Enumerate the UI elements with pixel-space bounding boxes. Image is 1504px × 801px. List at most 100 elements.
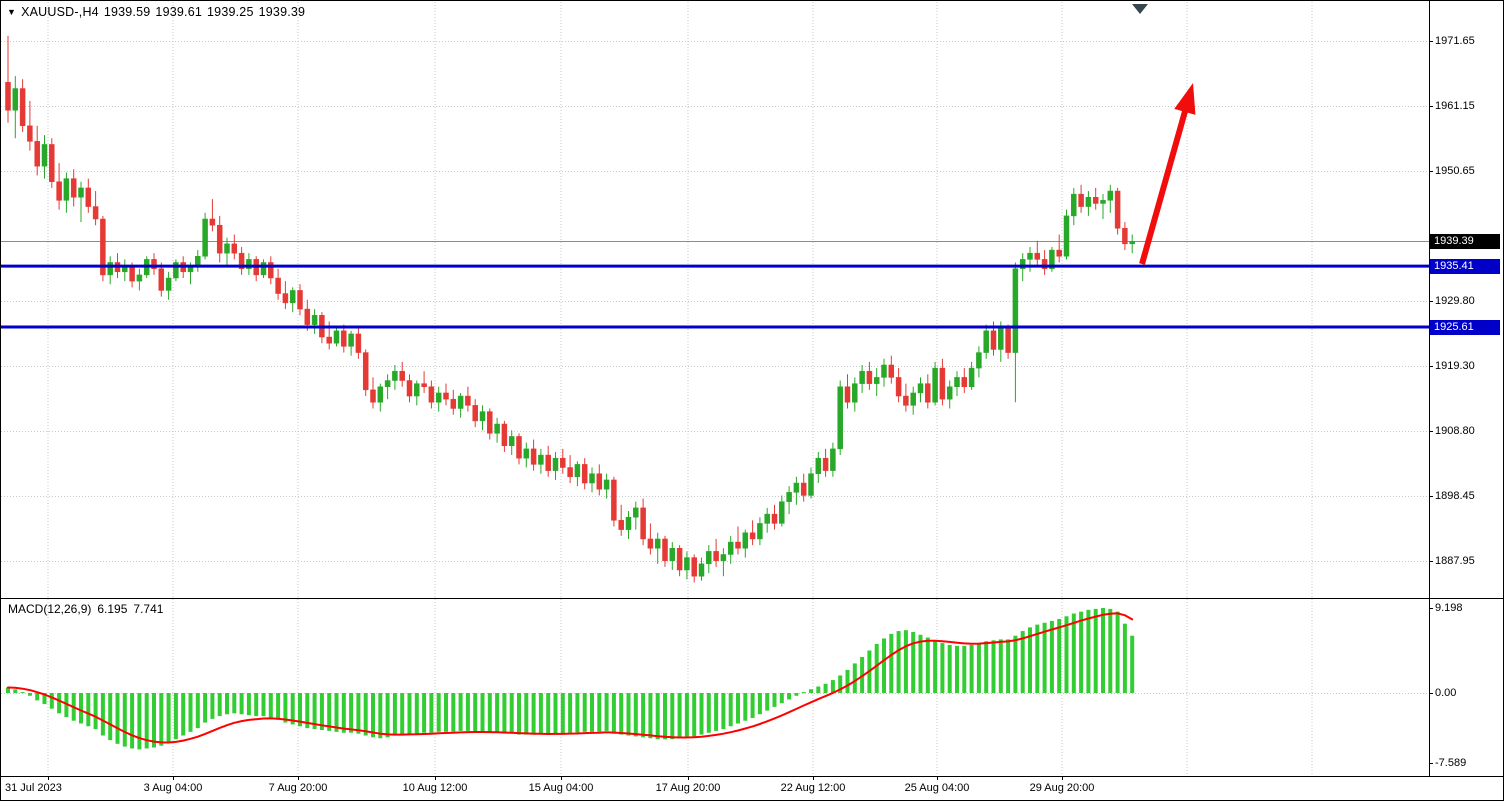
time-axis-label: 15 Aug 04:00 [528, 782, 594, 794]
candle-body [662, 538, 668, 561]
trend-arrow-head[interactable] [1174, 83, 1196, 115]
candle-body [1005, 327, 1011, 353]
macd-bar [444, 693, 448, 732]
candle-body [910, 392, 916, 406]
macd-bar [451, 693, 456, 732]
macd-bar [1013, 635, 1018, 693]
macd-bar [655, 693, 660, 740]
candle-body [545, 454, 551, 471]
macd-bar [1006, 639, 1011, 693]
candle-body [888, 364, 895, 378]
candle-body [895, 377, 902, 397]
macd-bar [181, 693, 186, 736]
macd-bar [276, 693, 281, 720]
candle-body [873, 377, 880, 384]
macd-bar [414, 693, 419, 734]
candle-body [297, 290, 303, 310]
candle-body [487, 411, 493, 434]
macd-bar [575, 693, 580, 733]
candle-body [421, 383, 427, 387]
macd-bar [830, 680, 835, 693]
candle-body [341, 330, 347, 347]
candle-body [34, 141, 40, 167]
candle-body [1085, 196, 1092, 207]
macd-bar [79, 693, 83, 724]
candle-body [793, 482, 800, 493]
macd-bar [925, 637, 930, 693]
candle-body [771, 513, 778, 524]
macd-bar [152, 693, 156, 748]
candle-body [224, 243, 230, 254]
price-axis-label: 1887.95 [1435, 555, 1475, 567]
macd-bar [560, 693, 565, 734]
macd-bar [918, 634, 923, 693]
macd-bar [772, 693, 777, 707]
candle-body [676, 548, 683, 571]
macd-bar [173, 693, 178, 740]
candle-body [1056, 249, 1062, 257]
ohlc-low: 1939.25 [207, 5, 254, 19]
macd-bar [684, 693, 689, 738]
time-axis-label: 7 Aug 20:00 [268, 782, 328, 794]
macd-bar [889, 633, 894, 693]
candle-body [618, 520, 624, 530]
macd-bar [422, 693, 427, 733]
candle-body [1122, 228, 1128, 245]
macd-bar [465, 693, 470, 731]
candle-body [720, 554, 727, 561]
macd-bar [962, 645, 967, 693]
ohlc-open: 1939.59 [103, 5, 151, 19]
trend-arrow-shaft[interactable] [1139, 105, 1190, 265]
macd-bar [604, 693, 609, 731]
macd-bar [225, 693, 229, 715]
macd-bar [611, 693, 616, 734]
candle-body [954, 377, 960, 387]
candle-body [523, 448, 530, 459]
bar-marker-triangle [1132, 4, 1148, 14]
price-axis-label: 1898.45 [1435, 489, 1475, 502]
macd-bar [546, 693, 551, 735]
candle-body [1078, 193, 1084, 207]
macd-axis-label: -7.589 [1435, 757, 1467, 770]
candle-body [1129, 241, 1135, 245]
macd-bar [86, 693, 91, 727]
trend-arrow[interactable] [1139, 83, 1196, 265]
candle-body [589, 473, 595, 484]
candle-body [129, 265, 135, 282]
macd-bar [838, 675, 843, 693]
macd-bar [896, 631, 901, 693]
candle-body [976, 352, 982, 369]
candle-body [1100, 200, 1106, 204]
candle-body [1092, 196, 1099, 204]
symbol-dropdown-icon[interactable]: ▼ [7, 7, 17, 17]
macd-bar [882, 638, 886, 693]
candle-body [151, 259, 157, 269]
macd-bar [765, 693, 770, 711]
candle-body [749, 532, 756, 540]
macd-bar [940, 643, 945, 693]
price-axis-label: 1929.80 [1435, 295, 1475, 307]
macd-bar [1093, 608, 1098, 693]
candle-body [158, 268, 165, 291]
candle-body [691, 557, 697, 577]
candle-body [633, 507, 639, 518]
candle-body [866, 370, 873, 384]
grid-layer [1, 2, 1429, 776]
candle-body [268, 262, 274, 279]
macd-bar [144, 693, 149, 749]
candle-body [560, 457, 566, 468]
candle-body [27, 125, 33, 142]
macd-bar [203, 693, 208, 723]
macd-bar [794, 693, 799, 696]
candle-body [764, 513, 770, 524]
candle-body [946, 386, 953, 400]
macd-bar [1064, 616, 1069, 693]
macd-bar [115, 693, 120, 744]
macd-bar [392, 693, 397, 736]
candle-body [494, 423, 500, 434]
macd-bar [502, 693, 507, 734]
macd-bar [341, 693, 346, 733]
candle-body [41, 144, 48, 167]
macd-bar [232, 693, 237, 714]
